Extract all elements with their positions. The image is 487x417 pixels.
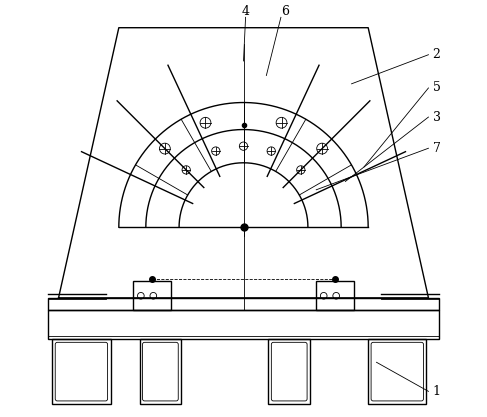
Bar: [48, 310, 439, 339]
Bar: [52, 339, 111, 404]
Text: 6: 6: [281, 5, 289, 18]
Text: 7: 7: [432, 142, 440, 155]
Bar: [133, 281, 171, 310]
Bar: [316, 281, 354, 310]
Text: 2: 2: [432, 48, 440, 61]
Text: 3: 3: [432, 111, 441, 123]
Bar: [140, 339, 181, 404]
Text: 5: 5: [432, 81, 440, 95]
Bar: [268, 339, 310, 404]
Text: 1: 1: [432, 385, 441, 398]
Bar: [368, 339, 427, 404]
Text: 4: 4: [242, 5, 249, 18]
Bar: [48, 298, 439, 310]
